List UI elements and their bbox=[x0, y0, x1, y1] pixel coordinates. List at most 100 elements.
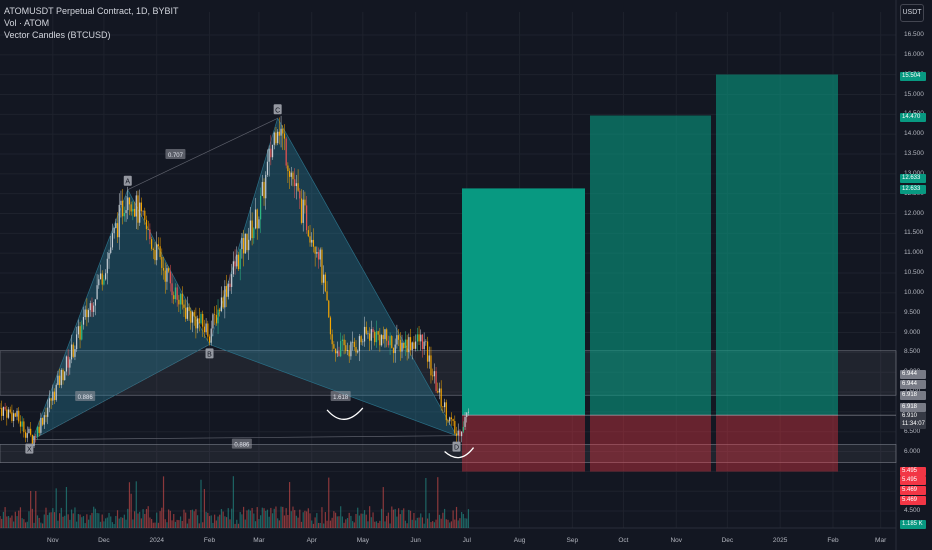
pattern-point-label: C bbox=[275, 107, 280, 114]
candle-body bbox=[43, 415, 45, 425]
volume-bar bbox=[391, 506, 393, 528]
volume-bar bbox=[198, 523, 200, 528]
candle-body bbox=[302, 199, 304, 223]
candle-body bbox=[191, 311, 194, 323]
candle-body bbox=[292, 172, 294, 180]
candle-body bbox=[319, 249, 321, 260]
candle-body bbox=[120, 200, 122, 205]
volume-bar bbox=[263, 508, 265, 528]
candle-body bbox=[94, 299, 96, 306]
volume-bar bbox=[377, 522, 379, 528]
price-tag: 6.944 bbox=[900, 380, 926, 389]
ratio-box bbox=[75, 390, 96, 401]
candle-body bbox=[294, 179, 296, 187]
candle-body bbox=[357, 351, 359, 353]
price-tag: 1.185 K bbox=[900, 520, 926, 529]
candle-body bbox=[50, 398, 52, 401]
ratio-label: 0.886 bbox=[78, 395, 94, 401]
candle-body bbox=[312, 239, 315, 247]
volume-bar bbox=[120, 517, 122, 528]
volume-bar bbox=[82, 516, 85, 528]
candle-body bbox=[91, 303, 93, 312]
candle-body bbox=[6, 409, 8, 418]
volume-bar bbox=[185, 512, 187, 528]
volume-bar bbox=[294, 510, 296, 528]
volume-bar bbox=[246, 510, 248, 528]
vector-candles-label[interactable]: Vector Candles (BTCUSD) bbox=[4, 30, 111, 40]
volume-bar bbox=[403, 508, 405, 528]
candle-body bbox=[285, 138, 287, 166]
target-box bbox=[716, 74, 838, 416]
volume-bar bbox=[251, 507, 253, 528]
candle-body bbox=[375, 331, 378, 343]
candle-body bbox=[307, 230, 309, 237]
volume-bar bbox=[195, 509, 197, 528]
candle-body bbox=[69, 359, 71, 368]
candle-body bbox=[16, 410, 18, 417]
candle-body bbox=[35, 436, 37, 437]
candle-body bbox=[106, 258, 108, 274]
candle-body bbox=[219, 309, 221, 312]
candle-body bbox=[18, 410, 20, 422]
candle-body bbox=[380, 335, 383, 346]
volume-bar bbox=[348, 512, 350, 528]
candle-body bbox=[426, 341, 429, 362]
volume-bar bbox=[145, 508, 148, 528]
volume-bar bbox=[430, 522, 432, 528]
candle-body bbox=[52, 391, 54, 401]
volume-bar bbox=[398, 508, 400, 528]
candle-body bbox=[384, 329, 386, 340]
candle-body bbox=[411, 342, 413, 351]
candle-body bbox=[432, 375, 434, 377]
candle-body bbox=[350, 342, 352, 357]
candle-body bbox=[135, 195, 137, 217]
volume-bar bbox=[157, 522, 160, 528]
volume-bar bbox=[409, 510, 412, 528]
volume-bar bbox=[457, 520, 459, 528]
candle-body bbox=[41, 417, 44, 425]
volume-bar bbox=[466, 518, 468, 528]
candle-body bbox=[467, 411, 470, 413]
volume-bar bbox=[14, 511, 16, 528]
candle-body bbox=[156, 244, 158, 261]
volume-bar bbox=[312, 523, 315, 528]
candle-body bbox=[355, 346, 357, 353]
volume-bar bbox=[81, 517, 83, 528]
candle-body bbox=[89, 303, 91, 311]
volume-bar bbox=[210, 515, 212, 528]
currency-button[interactable]: USDT bbox=[900, 4, 924, 22]
candle-body bbox=[28, 428, 30, 434]
candle-body bbox=[4, 407, 6, 410]
volume-bar bbox=[333, 511, 335, 528]
candle-body bbox=[9, 409, 11, 413]
ratio-label: 0.707 bbox=[168, 153, 184, 159]
pattern-point-label: X bbox=[27, 447, 32, 454]
volume-bar bbox=[122, 517, 124, 528]
volume-bar bbox=[152, 522, 154, 528]
volume-bar bbox=[48, 512, 50, 528]
candle-body bbox=[331, 334, 333, 345]
volume-bar bbox=[174, 521, 177, 528]
volume-bar bbox=[287, 515, 289, 528]
candle-body bbox=[421, 334, 424, 350]
volume-bar bbox=[127, 508, 129, 528]
volume-indicator-label[interactable]: Vol · ATOM bbox=[4, 18, 50, 28]
candle-body bbox=[323, 274, 325, 283]
candle-body bbox=[326, 291, 328, 301]
candle-body bbox=[275, 132, 277, 144]
volume-bar bbox=[168, 509, 170, 528]
candle-body bbox=[353, 341, 355, 347]
volume-bar bbox=[299, 509, 301, 528]
candle-body bbox=[125, 210, 127, 214]
volume-bar bbox=[79, 514, 81, 528]
candle-body bbox=[316, 252, 318, 254]
candle-body bbox=[72, 344, 74, 357]
candle-body bbox=[161, 257, 163, 268]
symbol-title[interactable]: ATOMUSDT Perpetual Contract, 1D, BYBIT bbox=[4, 6, 179, 16]
candle-body bbox=[386, 329, 388, 341]
candle-body bbox=[387, 340, 389, 346]
volume-bar bbox=[7, 515, 10, 528]
volume-bar bbox=[413, 512, 415, 528]
